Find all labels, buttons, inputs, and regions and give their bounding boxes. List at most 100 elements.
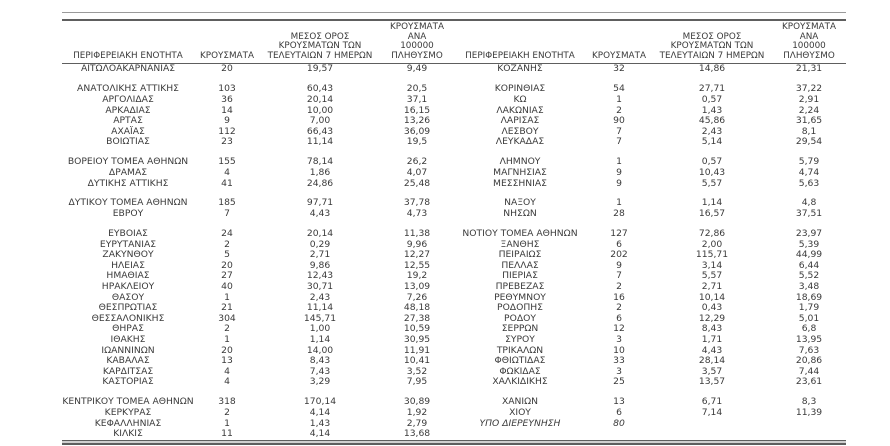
per100k-cell: 10,41 (403, 355, 431, 367)
avg7-cell: 97,71 (306, 197, 334, 209)
avg7-cell: 1,00 (309, 323, 331, 335)
cases-cell: 9 (224, 115, 230, 127)
per100k-cell: 8,1 (801, 125, 817, 137)
per100k-cell: 10,59 (403, 323, 431, 335)
table-row: ΑΡΓΟΛΙΔΑΣ 36 20,14 37,1 ΚΩ 1 0,57 2,91 (62, 93, 846, 106)
region-name-cell: ΛΑΡΙΣΑΣ (500, 115, 540, 127)
per100k-cell: 13,26 (403, 115, 431, 127)
cases-cell: 2 (616, 104, 622, 116)
cases-cell: 20 (221, 344, 233, 356)
avg7-cell: 14,86 (698, 63, 726, 75)
region-name-cell: ΚΩ (513, 93, 527, 105)
avg7-cell (652, 429, 772, 440)
avg7-cell: 11,14 (306, 302, 334, 314)
per100k-cell: 7,63 (798, 344, 820, 356)
region-name-cell: ΔΥΤΙΚΟΥ ΤΟΜΕΑ ΑΘΗΝΩΝ (68, 197, 188, 209)
cases-cell: 1 (224, 417, 230, 429)
cases-cell: 12 (613, 323, 625, 335)
region-name-cell: ΑΙΤΩΛΟΑΚΑΡΝΑΝΙΑΣ (80, 63, 176, 75)
region-name-cell: ΑΝΑΤΟΛΙΚΗΣ ΑΤΤΙΚΗΣ (77, 83, 179, 95)
per100k-cell: 18,69 (795, 291, 823, 303)
avg7-cell: 78,14 (306, 156, 334, 168)
per100k-cell: 12,55 (403, 259, 431, 271)
per100k-cell: 4,73 (406, 208, 428, 220)
region-name-cell: ΜΑΓΝΗΣΙΑΣ (493, 166, 547, 178)
region-name-cell: ΠΡΕΒΕΖΑΣ (495, 281, 545, 293)
region-name-cell: ΖΑΚΥΝΘΟΥ (102, 249, 154, 261)
region-name-cell: ΕΥΒΟΙΑΣ (108, 228, 148, 240)
cases-cell: 80 (613, 417, 625, 429)
cases-cell: 11 (221, 428, 233, 440)
region-name-cell: ΔΥΤΙΚΗΣ ΑΤΤΙΚΗΣ (87, 177, 169, 189)
avg7-cell: 9,86 (309, 259, 331, 271)
region-name-cell: ΝΑΞΟΥ (504, 197, 536, 209)
region-name-cell: ΔΡΑΜΑΣ (108, 166, 148, 178)
avg7-cell: 145,71 (303, 312, 337, 324)
per100k-cell: 23,97 (795, 228, 823, 240)
region-name-cell: ΠΕΙΡΑΙΩΣ (498, 249, 542, 261)
per100k-cell: 2,79 (406, 417, 428, 429)
avg7-cell: 8,43 (309, 355, 331, 367)
per100k-cell: 19,2 (406, 270, 428, 282)
per100k-cell: 21,31 (795, 63, 823, 75)
header-cases-right: ΚΡΟΥΣΜΑΤΑ (586, 21, 652, 65)
per100k-cell: 13,09 (403, 281, 431, 293)
per100k-cell: 26,2 (406, 156, 428, 168)
region-name-cell: ΘΗΡΑΣ (112, 323, 144, 335)
avg7-cell: 11,14 (306, 136, 334, 148)
region-name-cell: ΝΗΣΩΝ (503, 208, 537, 220)
avg7-cell: 4,14 (309, 428, 331, 440)
avg7-cell: 45,86 (698, 115, 726, 127)
region-name-cell: ΦΘΙΩΤΙΔΑΣ (494, 355, 546, 367)
per100k-cell: 13,68 (403, 428, 431, 440)
cases-cell: 103 (218, 83, 236, 95)
per100k-cell (772, 429, 846, 440)
region-name-cell: ΧΑΝΙΩΝ (501, 396, 539, 408)
avg7-cell: 6,71 (701, 396, 723, 408)
region-name-cell: ΡΕΘΥΜΝΟΥ (494, 291, 546, 303)
per100k-cell: 2,91 (798, 93, 820, 105)
region-name-cell: ΧΑΛΚΙΔΙΚΗΣ (492, 376, 548, 388)
cases-cell: 155 (218, 156, 236, 168)
per100k-cell: 25,48 (403, 177, 431, 189)
cases-cell: 13 (613, 396, 625, 408)
cases-cell: 1 (616, 93, 622, 105)
region-name-cell: ΛΕΣΒΟΥ (501, 125, 539, 137)
per100k-cell: 13,95 (795, 334, 823, 345)
table-row: ΗΛΕΙΑΣ 20 9,86 12,55 ΠΕΛΛΑΣ 9 3,14 6,44 (62, 259, 846, 272)
avg7-cell: 28,14 (698, 355, 726, 367)
avg7-cell: 2,43 (309, 291, 331, 303)
table-row: ΙΘΑΚΗΣ 1 1,14 30,95 ΣΥΡΟΥ 3 1,71 13,95 (62, 334, 846, 346)
region-name-cell: ΣΥΡΟΥ (505, 334, 535, 345)
per100k-cell: 11,38 (403, 228, 431, 240)
avg7-cell: 12,29 (698, 312, 726, 324)
region-name-cell: ΚΕΡΚΥΡΑΣ (104, 406, 152, 418)
avg7-cell: 4,43 (309, 208, 331, 220)
cases-cell: 6 (616, 238, 622, 250)
cases-cell: 4 (224, 376, 230, 388)
header-per100k-left: ΚΡΟΥΣΜΑΤΑ ΑΝΑ 100000 ΠΛΗΘΥΣΜΟ (380, 21, 454, 65)
region-name-cell: ΚΕΝΤΡΙΚΟΥ ΤΟΜΕΑ ΑΘΗΝΩΝ (62, 396, 194, 408)
table-row: ΔΡΑΜΑΣ 4 1,86 4,07 ΜΑΓΝΗΣΙΑΣ 9 10,43 4,74 (62, 166, 846, 179)
avg7-cell: 1,14 (309, 334, 331, 345)
table-row: ΗΜΑΘΙΑΣ 27 12,43 19,2 ΠΙΕΡΙΑΣ 7 5,57 5,52 (62, 271, 846, 282)
region-name-cell: ΚΑΣΤΟΡΙΑΣ (102, 376, 154, 388)
region-name-cell: ΚΑΡΔΙΤΣΑΣ (102, 365, 154, 377)
region-name-cell: ΙΩΑΝΝΙΝΩΝ (101, 344, 155, 356)
per100k-cell: 4,07 (406, 166, 428, 178)
table-row: ΘΕΣΣΑΛΟΝΙΚΗΣ 304 145,71 27,38 ΡΟΔΟΥ 6 12,29 5,0… (62, 312, 846, 325)
cases-cell: 16 (613, 291, 625, 303)
per100k-cell: 23,61 (795, 376, 823, 388)
table-header: ΠΕΡΙΦΕΡΕΙΑΚΗ ΕΝΟΤΗΤΑ ΚΡΟΥΣΜΑΤΑ ΜΕΣΟΣ ΟΡΟ… (62, 21, 846, 65)
region-name-cell: ΝΟΤΙΟΥ ΤΟΜΕΑ ΑΘΗΝΩΝ (462, 228, 578, 240)
avg7-cell: 4,14 (309, 406, 331, 418)
avg7-cell (652, 419, 772, 430)
region-name-cell: ΗΡΑΚΛΕΙΟΥ (101, 281, 155, 293)
cases-cell: 4 (224, 365, 230, 377)
cases-cell: 1 (224, 334, 230, 345)
cases-cell: 6 (616, 406, 622, 418)
table-row: ΒΟΡΕΙΟΥ ΤΟΜΕΑ ΑΘΗΝΩΝ 155 78,14 26,2 ΛΗΜΝΟΥ 1 0… (62, 157, 846, 168)
avg7-cell: 7,14 (701, 406, 723, 418)
region-name-cell: ΥΠΟ ΔΙΕΡΕΥΝΗΣΗ (479, 417, 561, 429)
avg7-cell: 8,43 (701, 323, 723, 335)
